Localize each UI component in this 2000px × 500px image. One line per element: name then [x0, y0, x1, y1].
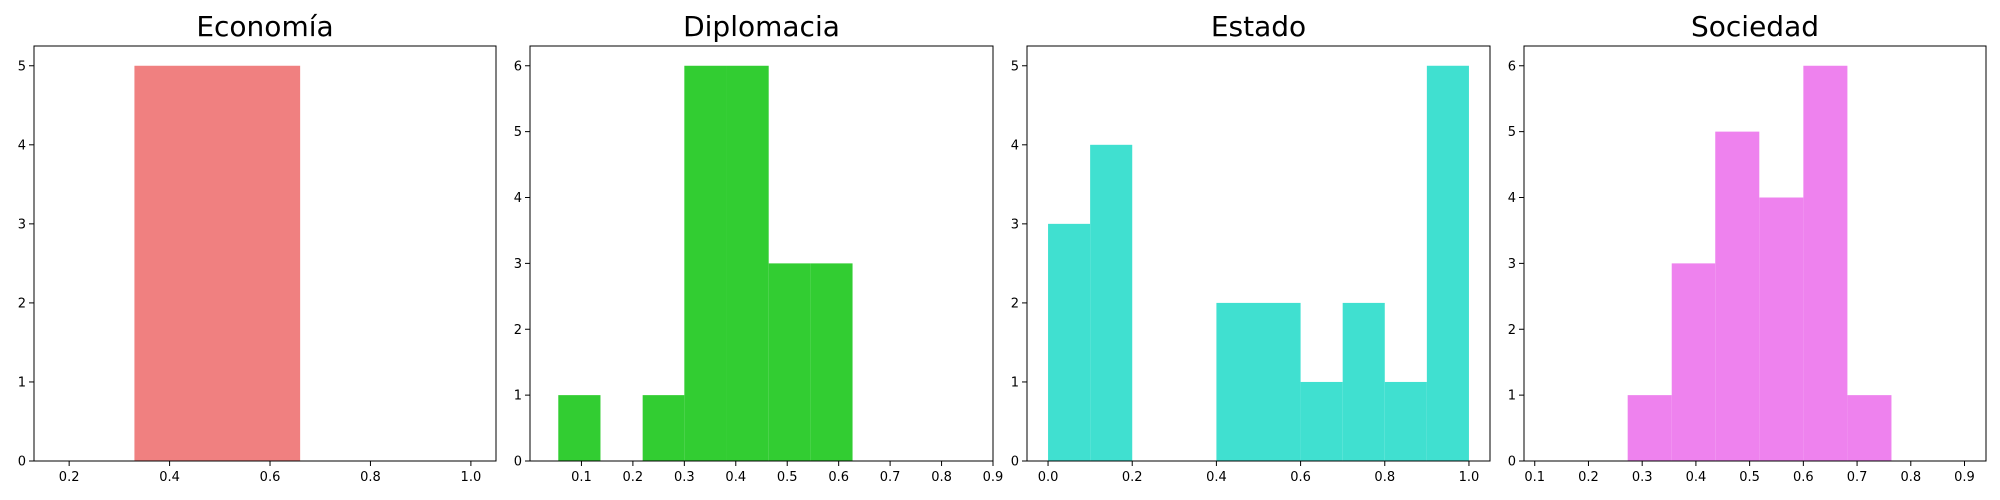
x-tick-label: 0.1 [1524, 470, 1545, 485]
x-tick-label: 0.8 [931, 470, 952, 485]
subplot-1: Economía 0.2 0.4 0.6 0.8 1.0 0 1 2 3 4 5 [18, 10, 497, 485]
x-tick-label: 0.0 [1038, 470, 1059, 485]
x-tick-label: 0.5 [777, 470, 798, 485]
y-tick-label: 2 [1011, 296, 1019, 311]
y-tick-label: 4 [18, 138, 26, 153]
histogram-bar [810, 263, 853, 461]
histogram-bar [1426, 65, 1469, 461]
histogram-bar [684, 65, 727, 461]
x-tick-label: 0.8 [1900, 470, 1921, 485]
y-tick-label: 5 [514, 125, 522, 140]
y-tick-label: 2 [1508, 323, 1516, 338]
y-tick-label: 0 [1011, 455, 1019, 470]
x-tick-label: 0.7 [1847, 470, 1868, 485]
y-tick-label: 3 [514, 257, 522, 272]
histogram-bar [1715, 131, 1760, 461]
x-tick-label: 0.9 [1954, 470, 1975, 485]
y-tick-label: 2 [18, 296, 26, 311]
axes-frame [1523, 45, 1987, 462]
y-tick-label: 0 [514, 455, 522, 470]
histogram-bar [1671, 263, 1716, 461]
x-tick-label: 0.8 [1374, 470, 1395, 485]
histogram-bar [726, 65, 769, 461]
histogram-bar [768, 263, 811, 461]
y-tick-label: 5 [1508, 125, 1516, 140]
y-tick-label: 3 [1508, 257, 1516, 272]
y-tick-label: 2 [514, 323, 522, 338]
x-tick-label: 0.2 [1122, 470, 1143, 485]
histogram-bar [1048, 223, 1091, 461]
chart-title: Estado [1211, 10, 1306, 43]
x-tick-label: 0.4 [159, 470, 180, 485]
x-tick-label: 0.4 [1686, 470, 1707, 485]
x-tick-label: 1.0 [1459, 470, 1480, 485]
x-tick-label: 1.0 [461, 470, 482, 485]
x-tick-label: 0.6 [260, 470, 281, 485]
histogram-bar [1216, 302, 1259, 461]
y-tick-label: 6 [514, 59, 522, 74]
histogram-bar [134, 65, 301, 461]
y-tick-label: 5 [1011, 59, 1019, 74]
y-tick-label: 1 [514, 389, 522, 404]
histogram-bar [1803, 65, 1848, 461]
x-tick-label: 0.4 [725, 470, 746, 485]
subplot-2: Diplomacia 0.1 0.2 0.3 0.4 0.5 0.6 0.7 0.8 0.9 0 1 2… [514, 10, 1004, 485]
histogram-bar [1627, 395, 1672, 461]
x-tick-label: 0.8 [360, 470, 381, 485]
subplot-4: Sociedad 0.1 0.2 0.3 0.4 0.5 0.6 0.7 0.8 0.9 0 1 2 3 4… [1508, 10, 1987, 485]
y-tick-label: 0 [1508, 455, 1516, 470]
chart-title: Diplomacia [683, 10, 840, 43]
x-tick-label: 0.2 [1578, 470, 1599, 485]
subplot-3: Estado 0.0 0.2 0.4 0.6 0.8 1.0 0 1 2 3 4 5 [1011, 10, 1491, 485]
chart-title: Sociedad [1691, 10, 1819, 43]
y-tick-label: 4 [1011, 138, 1019, 153]
axes-frame [1026, 45, 1491, 462]
histogram-bar [642, 395, 685, 461]
y-tick-label: 4 [514, 191, 522, 206]
y-tick-label: 1 [18, 375, 26, 390]
y-tick-label: 3 [18, 217, 26, 232]
x-tick-label: 0.4 [1206, 470, 1227, 485]
histogram-bar [1759, 197, 1804, 461]
x-tick-label: 0.5 [1739, 470, 1760, 485]
y-tick-label: 0 [18, 455, 26, 470]
histogram-bar [1384, 381, 1427, 461]
x-tick-label: 0.6 [1290, 470, 1311, 485]
y-tick-label: 3 [1011, 217, 1019, 232]
histogram-bar [1258, 302, 1301, 461]
x-tick-label: 0.6 [828, 470, 849, 485]
x-tick-label: 0.2 [59, 470, 80, 485]
x-tick-label: 0.3 [674, 470, 695, 485]
x-tick-label: 0.6 [1793, 470, 1814, 485]
x-tick-label: 0.3 [1632, 470, 1653, 485]
x-tick-label: 0.2 [623, 470, 644, 485]
histogram-bar [1300, 381, 1343, 461]
axes-frame [529, 45, 994, 462]
y-tick-label: 1 [1011, 375, 1019, 390]
axes-frame [33, 45, 497, 462]
histogram-bar [1090, 144, 1133, 461]
y-tick-label: 1 [1508, 389, 1516, 404]
chart-title: Economía [196, 10, 333, 43]
histogram-bar [558, 395, 601, 461]
x-tick-label: 0.7 [880, 470, 901, 485]
histogram-bar [1847, 395, 1892, 461]
histogram-bar [1342, 302, 1385, 461]
x-tick-label: 0.9 [983, 470, 1004, 485]
x-tick-label: 0.1 [571, 470, 592, 485]
y-tick-label: 6 [1508, 59, 1516, 74]
y-tick-label: 4 [1508, 191, 1516, 206]
y-tick-label: 5 [18, 59, 26, 74]
